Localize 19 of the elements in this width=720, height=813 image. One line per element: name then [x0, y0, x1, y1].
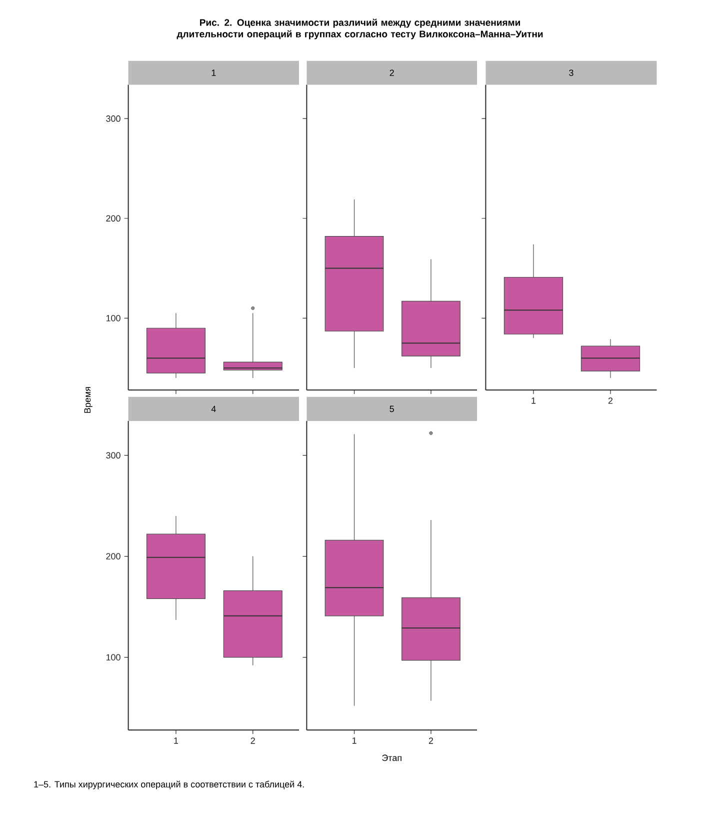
x-tick-label: 1 [174, 738, 178, 744]
y-axis-title: Время [84, 387, 92, 413]
y-tick-label: 200 [106, 553, 120, 560]
text: Рис. 2. Оценка значимости различий между средними значениями длительности операций в группах согласно тесту Вилкоксона–Манна–Уитни [176, 18, 543, 40]
chart-title: 2 [390, 70, 394, 76]
y-tick-label: 100 [106, 314, 120, 322]
x-axis-title: Этап [382, 754, 402, 762]
y-tick-label: 200 [106, 215, 120, 222]
chart-title: 5 [390, 406, 394, 412]
y-tick-label: 300 [106, 115, 120, 122]
x-tick-label: 2 [250, 738, 255, 744]
y-tick-label: 100 [106, 654, 120, 660]
chart-title: 1 [212, 70, 216, 76]
chart-title: 3 [569, 70, 574, 76]
y-tick-label: 300 [106, 452, 120, 459]
x-tick-label: 2 [428, 738, 434, 744]
x-tick-label: 1 [352, 738, 356, 744]
text: 1–5. Типы хирургических операций в соответствии с таблицей 4. [34, 780, 304, 790]
chart-title: 4 [211, 406, 216, 412]
